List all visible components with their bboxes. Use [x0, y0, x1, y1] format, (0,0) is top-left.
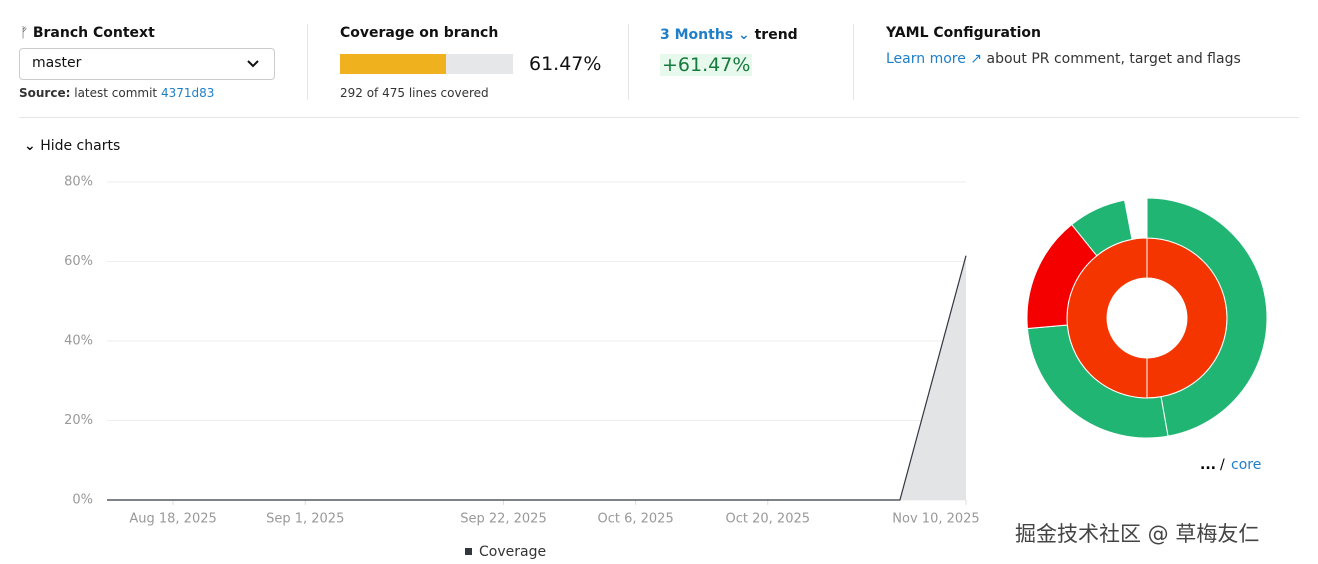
- toggle-text[interactable]: Hide charts: [40, 138, 121, 154]
- legend-label: Coverage: [479, 544, 546, 560]
- breadcrumb: ...: [1200, 457, 1216, 473]
- branch-value: master: [32, 55, 82, 71]
- branch-select[interactable]: master: [19, 48, 275, 80]
- source-text: latest commit: [74, 86, 158, 100]
- y-tick-label: 20%: [64, 413, 93, 428]
- coverage-track: [340, 54, 513, 74]
- x-tick-label: Sep 1, 2025: [266, 512, 344, 527]
- sunburst-segment[interactable]: [1146, 197, 1268, 437]
- x-tick-label: Sep 22, 2025: [460, 512, 547, 527]
- y-tick-label: 60%: [64, 254, 93, 269]
- branch-title: ᚠ Branch Context: [20, 25, 155, 41]
- chevron: [247, 60, 259, 68]
- yaml-text: about PR comment, target and flags: [986, 51, 1241, 67]
- separator: [307, 24, 308, 100]
- period-select[interactable]: 3 Months ⌄ trend: [660, 27, 798, 43]
- breadcrumb-link[interactable]: core: [1231, 457, 1261, 473]
- coverage-title: Coverage on branch: [340, 25, 499, 41]
- y-tick-label: 0%: [72, 493, 93, 508]
- toggle-charts[interactable]: ⌄ Hide charts: [24, 138, 121, 154]
- learn-more-link[interactable]: Learn more: [886, 51, 966, 67]
- breadcrumb-sep: /: [1220, 457, 1225, 473]
- yaml-title: YAML Configuration: [886, 25, 1042, 41]
- divider: [19, 117, 1299, 118]
- line: [107, 255, 967, 501]
- y-tick-label: 40%: [64, 334, 93, 349]
- coverage-bar: [340, 54, 447, 74]
- sunburst-segment[interactable]: [1066, 237, 1228, 399]
- branch-title-text: Branch Context: [32, 25, 155, 41]
- x-tick-label: Oct 6, 2025: [597, 512, 673, 527]
- separator: [853, 24, 854, 100]
- x-tick-label: Oct 20, 2025: [726, 512, 811, 527]
- area: [107, 255, 966, 500]
- watermark: 掘金技术社区 @ 草梅友仁: [1015, 522, 1260, 546]
- period[interactable]: 3 Months: [660, 27, 734, 43]
- trend-label: trend: [754, 27, 798, 43]
- x-tick-label: Aug 18, 2025: [129, 512, 216, 527]
- trend-value: +61.47%: [660, 54, 753, 76]
- legend-swatch: [465, 548, 472, 555]
- lines-covered: 292 of 475 lines covered: [340, 86, 489, 100]
- commit-link[interactable]: 4371d83: [160, 86, 215, 100]
- x-tick-label: Nov 10, 2025: [892, 512, 979, 527]
- separator: [628, 24, 629, 100]
- source-label: Source:: [19, 86, 71, 100]
- y-tick-label: 80%: [64, 175, 93, 190]
- sunburst-segment[interactable]: [1070, 199, 1133, 257]
- coverage-value: 61.47%: [529, 53, 602, 75]
